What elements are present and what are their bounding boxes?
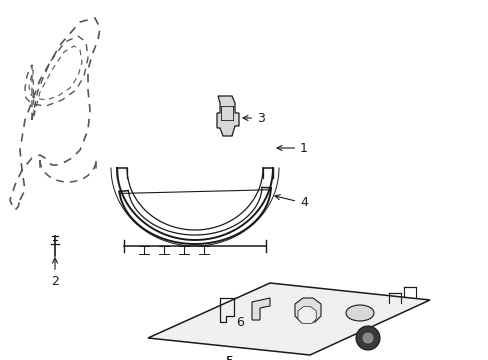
Text: 4: 4 xyxy=(274,195,307,210)
Text: 5: 5 xyxy=(225,355,234,360)
Circle shape xyxy=(362,333,372,343)
Polygon shape xyxy=(251,298,269,320)
Text: 3: 3 xyxy=(243,112,264,125)
Text: 2: 2 xyxy=(51,258,59,288)
Polygon shape xyxy=(148,283,429,355)
Polygon shape xyxy=(294,298,320,322)
Polygon shape xyxy=(217,96,239,136)
Polygon shape xyxy=(297,307,316,323)
Text: 6: 6 xyxy=(236,315,244,328)
Text: 5: 5 xyxy=(225,348,234,360)
Ellipse shape xyxy=(346,305,373,321)
Text: 1: 1 xyxy=(277,141,307,154)
Circle shape xyxy=(355,326,379,350)
